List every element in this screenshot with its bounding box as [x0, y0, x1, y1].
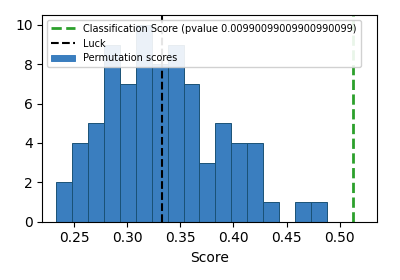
Legend: Classification Score (pvalue 0.00990099009900990099), Luck, Permutation scores: Classification Score (pvalue 0.009900990…: [47, 20, 360, 67]
Bar: [295, 202, 311, 222]
Bar: [184, 84, 200, 222]
Bar: [72, 143, 88, 222]
Bar: [200, 163, 216, 222]
Bar: [216, 123, 231, 222]
Bar: [56, 182, 72, 222]
Bar: [168, 45, 184, 222]
Bar: [231, 143, 247, 222]
Bar: [263, 202, 279, 222]
Bar: [104, 45, 120, 222]
Bar: [88, 123, 104, 222]
Bar: [120, 84, 136, 222]
Bar: [152, 64, 168, 222]
X-axis label: Score: Score: [190, 251, 229, 265]
Bar: [311, 202, 327, 222]
Bar: [247, 143, 263, 222]
Bar: [136, 25, 152, 222]
